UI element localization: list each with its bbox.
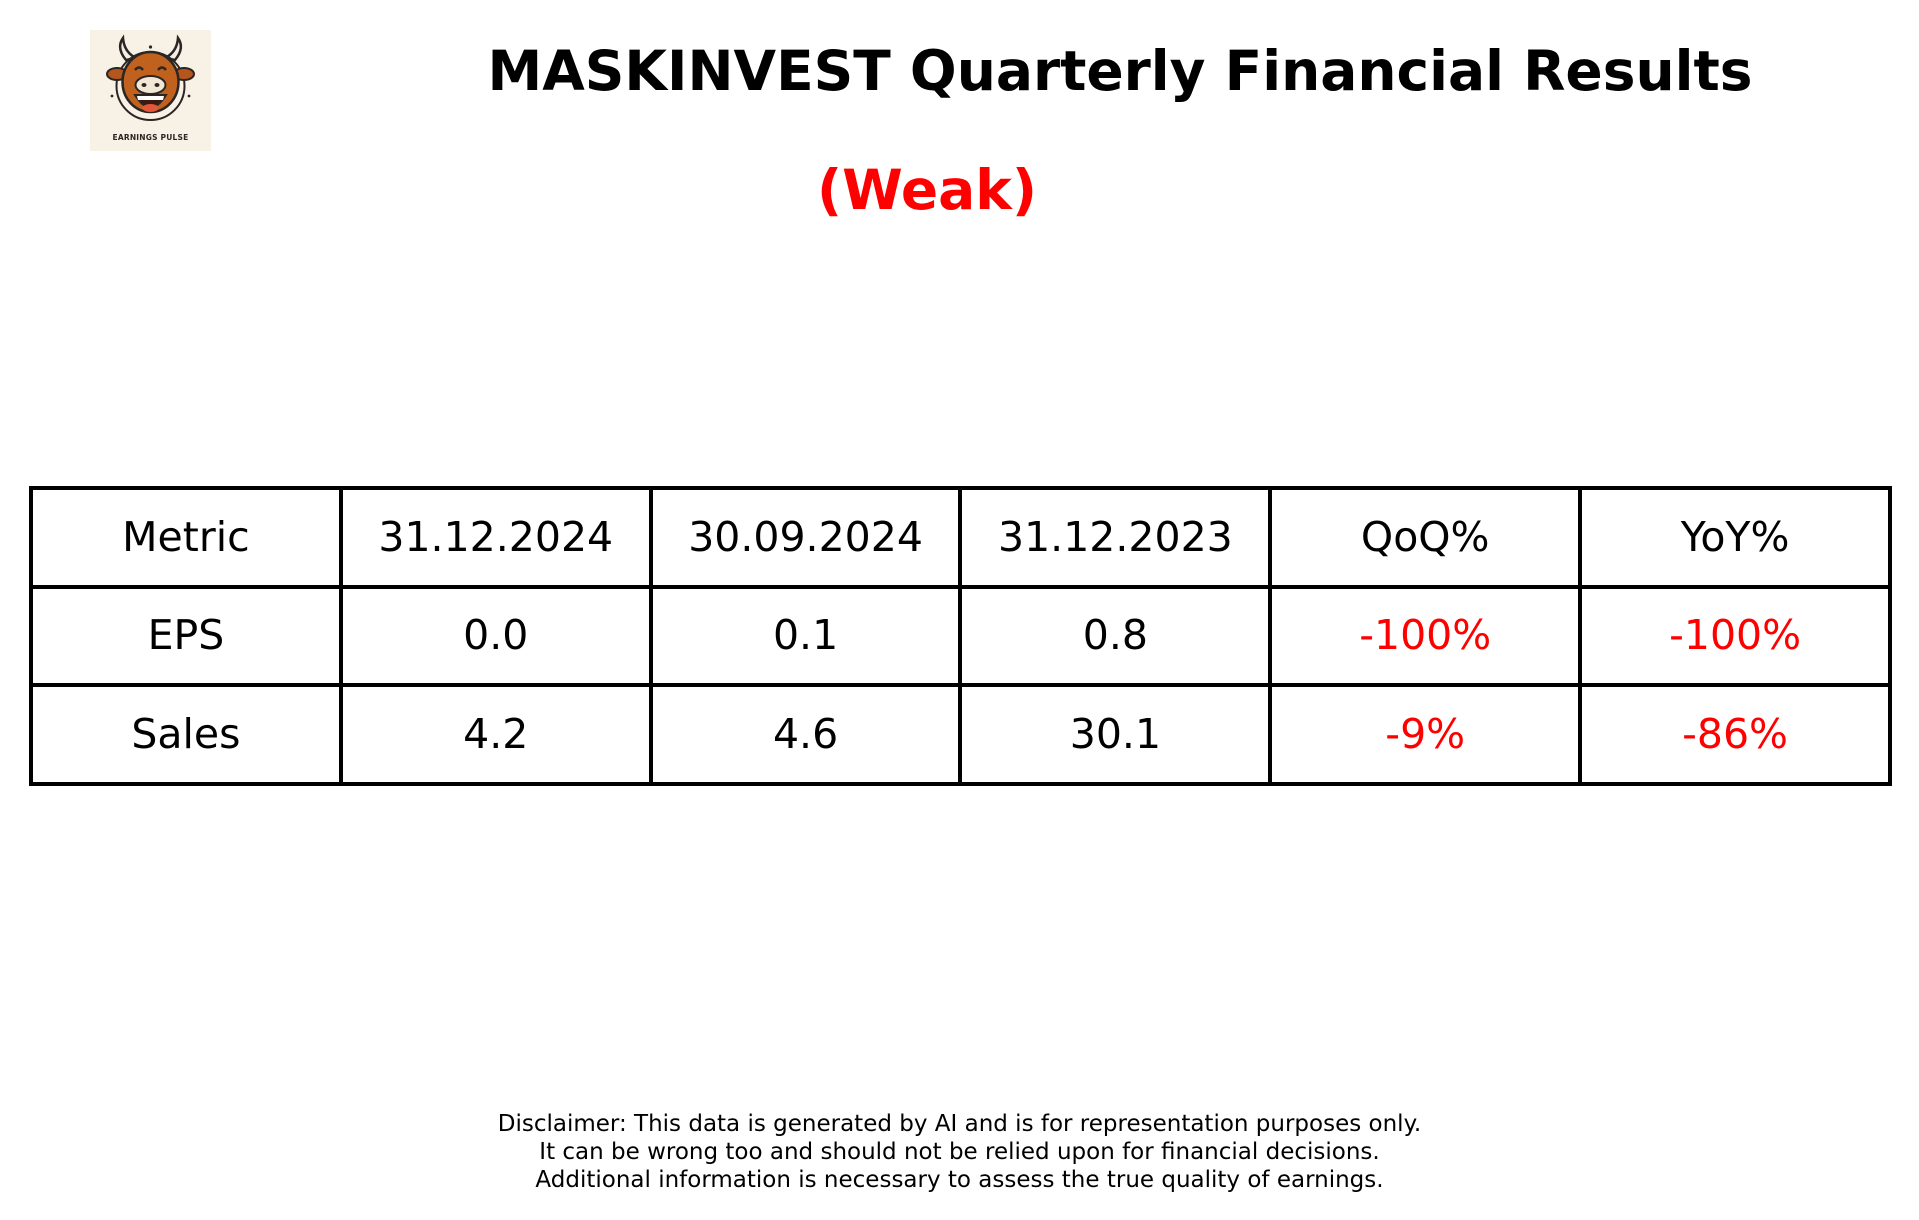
metric-label: EPS — [29, 584, 343, 688]
eps-year-ago-quarter: 0.8 — [958, 584, 1273, 688]
column-header-previous-quarter: 30.09.2024 — [648, 486, 963, 589]
sales-qoq-change: -9% — [1268, 683, 1583, 786]
bull-mascot-icon — [106, 34, 195, 121]
eps-yoy-change: -100% — [1578, 584, 1892, 688]
sales-previous-quarter: 4.6 — [648, 683, 963, 786]
table-row-sales: Sales 4.2 4.6 30.1 -9% -86% — [29, 683, 1892, 786]
eps-current-quarter: 0.0 — [338, 584, 653, 688]
sales-yoy-change: -86% — [1578, 683, 1892, 786]
page-title: MASKINVEST Quarterly Financial Results — [487, 39, 1753, 103]
eps-qoq-change: -100% — [1268, 584, 1583, 688]
sales-current-quarter: 4.2 — [338, 683, 653, 786]
eps-previous-quarter: 0.1 — [648, 584, 963, 688]
logo-text: EARNINGS PULSE — [112, 133, 189, 142]
disclaimer: Disclaimer: This data is generated by AI… — [300, 1110, 1619, 1194]
disclaimer-line: Disclaimer: This data is generated by AI… — [497, 1111, 1422, 1137]
disclaimer-line: It can be wrong too and should not be re… — [539, 1139, 1380, 1165]
metric-label: Sales — [29, 683, 343, 786]
table-header-row: Metric 31.12.2024 30.09.2024 31.12.2023 … — [29, 486, 1892, 589]
table-row-eps: EPS 0.0 0.1 0.8 -100% -100% — [29, 584, 1892, 688]
column-header-current-quarter: 31.12.2024 — [338, 486, 653, 589]
financial-results-table: Metric 31.12.2024 30.09.2024 31.12.2023 … — [29, 486, 1892, 786]
earnings-pulse-logo: EARNINGS PULSE — [90, 30, 211, 151]
column-header-year-ago-quarter: 31.12.2023 — [958, 486, 1273, 589]
column-header-yoy: YoY% — [1578, 486, 1892, 589]
column-header-qoq: QoQ% — [1268, 486, 1583, 589]
column-header-metric: Metric — [29, 486, 343, 589]
rating-badge: (Weak) — [817, 158, 1037, 222]
disclaimer-line: Additional information is necessary to a… — [535, 1167, 1384, 1193]
sales-year-ago-quarter: 30.1 — [958, 683, 1273, 786]
